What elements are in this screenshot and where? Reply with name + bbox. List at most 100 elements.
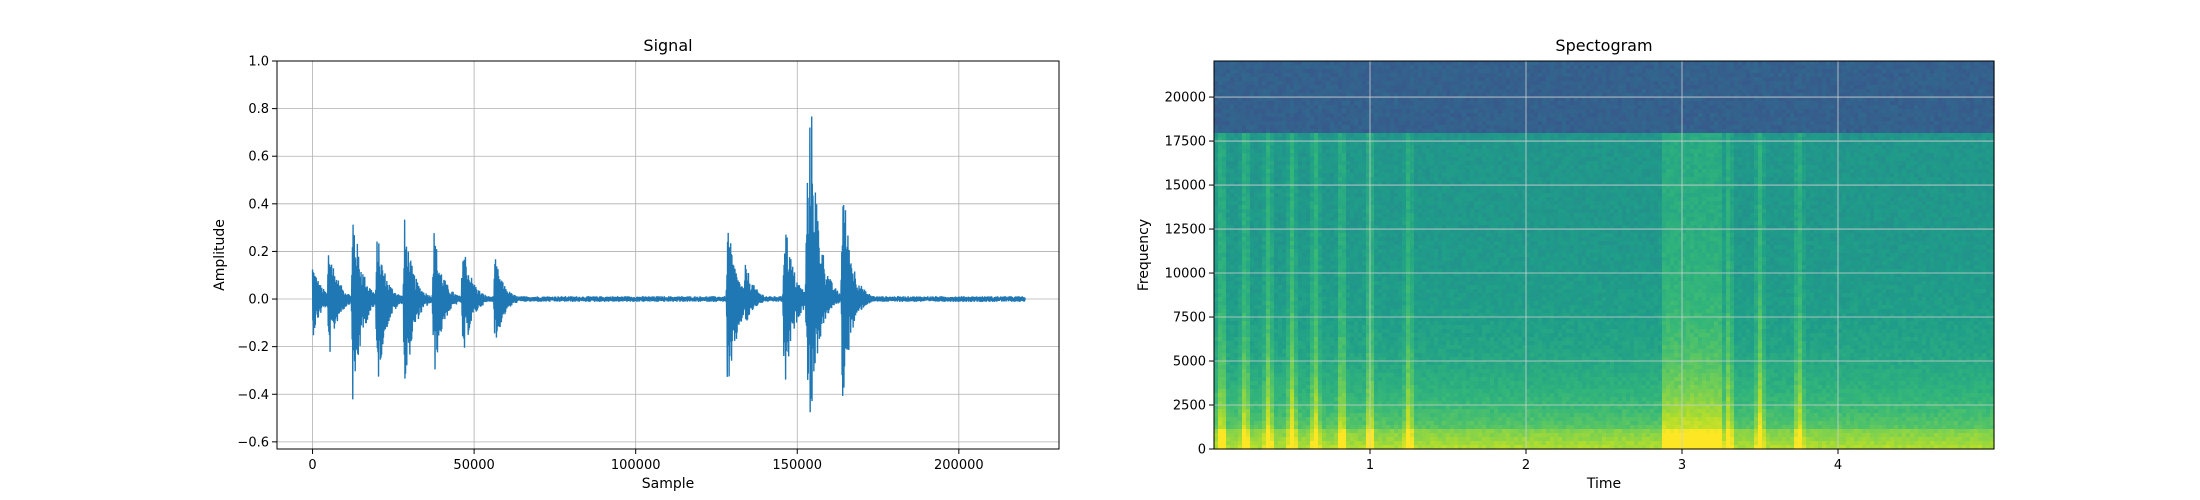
spectrogram-cell xyxy=(1402,77,1407,82)
spectrogram-cell xyxy=(1286,261,1291,266)
spectrogram-cell xyxy=(1218,269,1223,274)
spectrogram-cell xyxy=(1334,69,1339,74)
spectrogram-cell xyxy=(1398,381,1403,386)
spectrogram-cell xyxy=(1382,385,1387,390)
spectrogram-cell xyxy=(1362,281,1367,286)
spectrogram-cell xyxy=(1290,265,1295,270)
spectrogram-cell xyxy=(1354,261,1359,266)
spectrogram-cell xyxy=(1250,441,1255,446)
spectrogram-cell xyxy=(1214,249,1219,254)
spectrogram-cell xyxy=(1358,289,1363,294)
spectrogram-cell xyxy=(1298,81,1303,86)
spectrogram-cell xyxy=(1398,65,1403,70)
spectrogram-cell xyxy=(1334,169,1339,174)
spectrogram-cell xyxy=(1310,205,1315,210)
spectrogram-cell xyxy=(1402,377,1407,382)
spectrogram-cell xyxy=(1370,409,1375,414)
spectrogram-cell xyxy=(1258,73,1263,78)
spectrogram-cell xyxy=(1322,189,1327,194)
spectrogram-cell xyxy=(1334,141,1339,146)
spectrogram-cell xyxy=(1330,205,1335,210)
spectrogram-cell xyxy=(1282,321,1287,326)
spectrogram-cell xyxy=(1342,233,1347,238)
spectrogram-cell xyxy=(1362,401,1367,406)
spectrogram-cell xyxy=(1386,373,1391,378)
spectrogram-cell xyxy=(1222,109,1227,114)
spectrogram-cell xyxy=(1386,177,1391,182)
spectrogram-cell xyxy=(1238,213,1243,218)
spectrogram-cell xyxy=(1346,257,1351,262)
spectrogram-cell xyxy=(1406,261,1411,266)
spectrogram-cell xyxy=(1282,357,1287,362)
spectrogram-cell xyxy=(1390,433,1395,438)
spectrogram-cell xyxy=(1358,177,1363,182)
spectrogram-cell xyxy=(1266,385,1271,390)
spectrogram-cell xyxy=(1394,181,1399,186)
spectrogram-cell xyxy=(1402,141,1407,146)
spectrogram-cell xyxy=(1306,125,1311,130)
spectrogram-cell xyxy=(1370,425,1375,430)
spectrogram-cell xyxy=(1394,413,1399,418)
spectrogram-cell xyxy=(1270,445,1275,450)
spectrogram-cell xyxy=(1398,69,1403,74)
spectrogram-cell xyxy=(1342,189,1347,194)
spectrogram-cell xyxy=(1334,157,1339,162)
spectrogram-cell xyxy=(1326,101,1331,106)
spectrogram-cell xyxy=(1338,301,1343,306)
spectrogram-cell xyxy=(1382,177,1387,182)
spectrogram-cell xyxy=(1354,241,1359,246)
spectrogram-cell xyxy=(1338,317,1343,322)
spectrogram-cell xyxy=(1370,145,1375,150)
spectrogram-cell xyxy=(1262,389,1267,394)
spectrogram-cell xyxy=(1294,65,1299,70)
spectrogram-cell xyxy=(1286,165,1291,170)
spectrogram-cell xyxy=(1242,185,1247,190)
spectrogram-cell xyxy=(1370,233,1375,238)
spectrogram-cell xyxy=(1366,269,1371,274)
spectrogram-cell xyxy=(1230,345,1235,350)
spectrogram-cell xyxy=(1222,65,1227,70)
spectrogram-cell xyxy=(1234,101,1239,106)
spectrogram-cell xyxy=(1258,441,1263,446)
spectrogram-cell xyxy=(1310,301,1315,306)
spectrogram-cell xyxy=(1342,153,1347,158)
spectrogram-cell xyxy=(1286,177,1291,182)
spectrogram-cell xyxy=(1410,337,1415,342)
spectrogram-cell xyxy=(1354,69,1359,74)
spectrogram-cell xyxy=(1366,305,1371,310)
spectrogram-cell xyxy=(1366,297,1371,302)
spectrogram-cell xyxy=(1226,257,1231,262)
spectrogram-cell xyxy=(1330,69,1335,74)
spectrogram-cell xyxy=(1326,333,1331,338)
spectrogram-cell xyxy=(1274,233,1279,238)
spectrogram-cell xyxy=(1218,385,1223,390)
spectrogram-cell xyxy=(1270,81,1275,86)
spectrogram-cell xyxy=(1346,137,1351,142)
spectrogram-cell xyxy=(1414,213,1419,218)
spectrogram-cell xyxy=(1394,381,1399,386)
spectrogram-cell xyxy=(1302,65,1307,70)
spectrogram-cell xyxy=(1286,361,1291,366)
spectrogram-cell xyxy=(1346,329,1351,334)
spectrogram-cell xyxy=(1326,445,1331,450)
spectrogram-cell xyxy=(1222,73,1227,78)
spectrogram-cell xyxy=(1226,365,1231,370)
spectrogram-cell xyxy=(1254,77,1259,82)
spectrogram-cell xyxy=(1302,129,1307,134)
spectrogram-cell xyxy=(1262,141,1267,146)
spectrogram-cell xyxy=(1242,77,1247,82)
spectrogram-cell xyxy=(1246,417,1251,422)
spectrogram-cell xyxy=(1346,185,1351,190)
spectrogram-cell xyxy=(1342,409,1347,414)
spectrogram-cell xyxy=(1246,345,1251,350)
spectrogram-cell xyxy=(1230,433,1235,438)
spectrogram-cell xyxy=(1410,333,1415,338)
spectrogram-cell xyxy=(1286,385,1291,390)
spectrogram-cell xyxy=(1406,61,1411,66)
spectrogram-cell xyxy=(1318,169,1323,174)
spectrogram-cell xyxy=(1414,409,1419,414)
spectrogram-cell xyxy=(1314,369,1319,374)
spectrogram-cell xyxy=(1370,297,1375,302)
spectrogram-cell xyxy=(1306,421,1311,426)
spectrogram-cell xyxy=(1222,321,1227,326)
